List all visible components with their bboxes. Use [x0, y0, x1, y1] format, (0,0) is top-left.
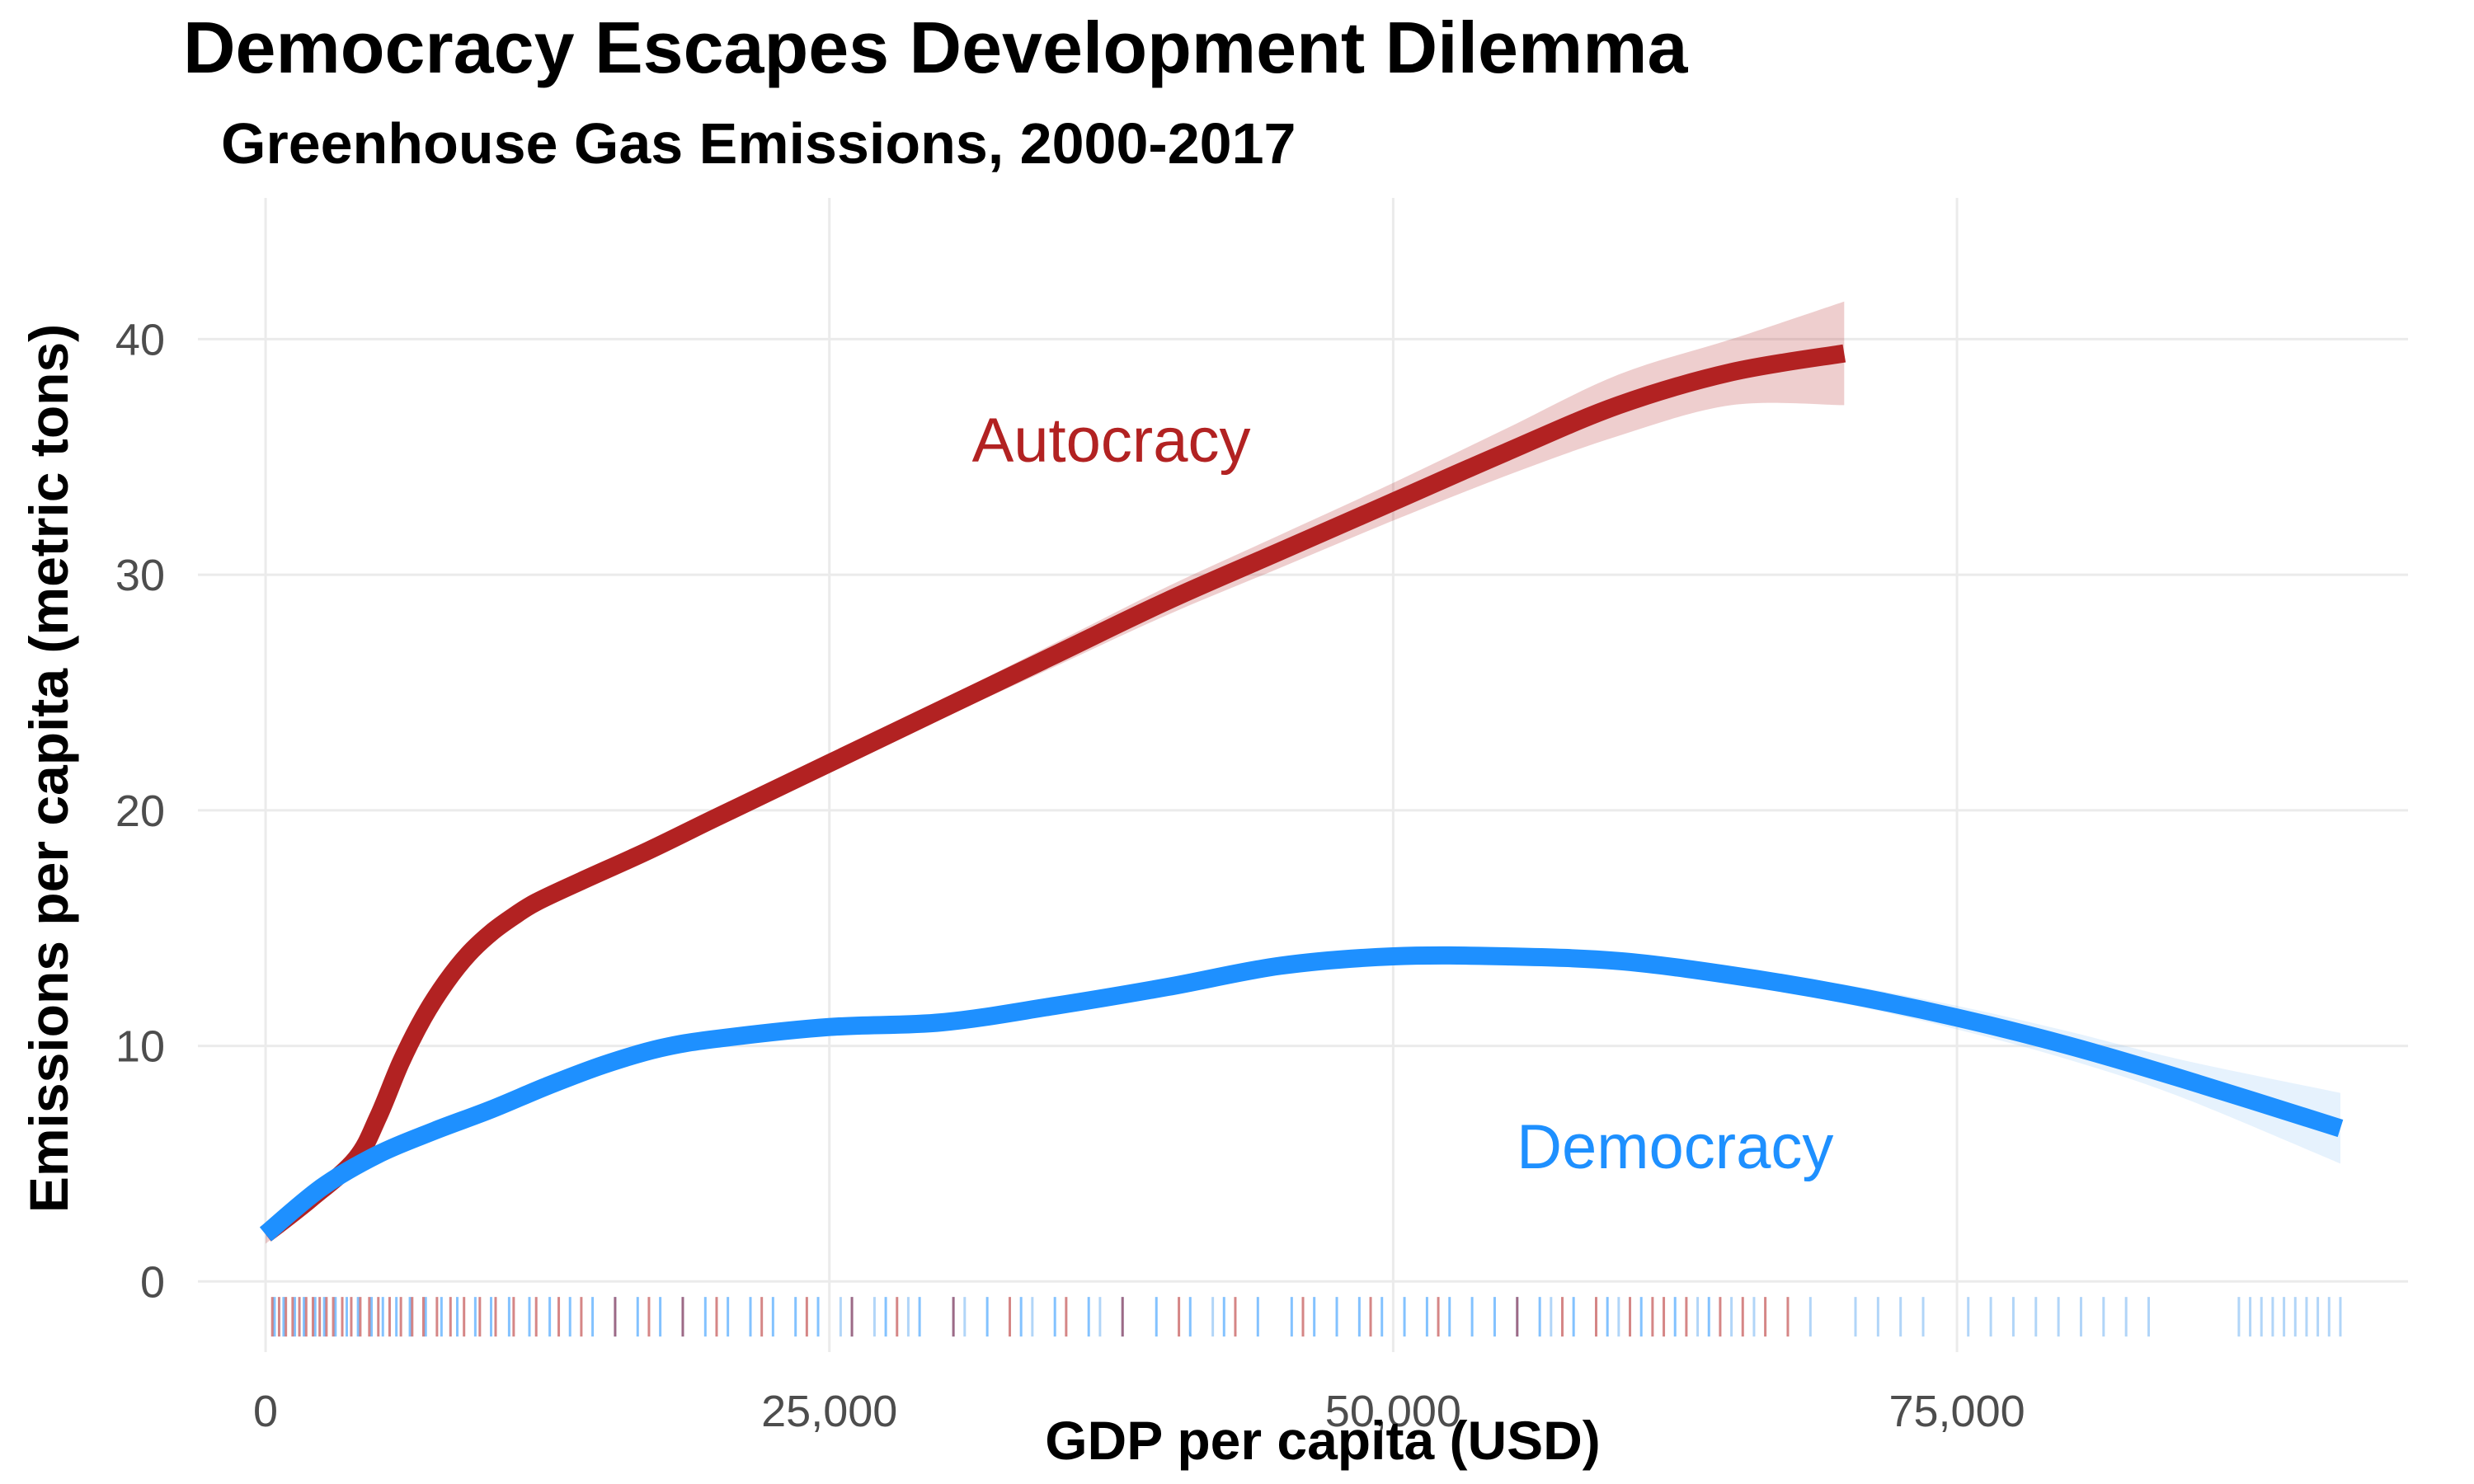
tick-labels: 0 25,000 50,000 75,000 0 10 20 30 40 [115, 315, 2025, 1436]
democracy-line [259, 946, 2344, 1242]
grid-lines [198, 198, 2408, 1352]
x-tick-label: 75,000 [1888, 1387, 2025, 1436]
democracy-label: Democracy [1517, 1112, 1833, 1182]
x-tick-label: 0 [253, 1387, 278, 1436]
democracy-confidence-band [266, 951, 2340, 1239]
x-tick-label: 50,000 [1325, 1387, 1461, 1436]
y-tick-label: 40 [115, 315, 165, 364]
autocracy-confidence-band [266, 301, 1845, 1244]
rug-marks [270, 1297, 2342, 1337]
y-tick-label: 0 [140, 1257, 165, 1307]
y-axis-title: Emissions per capita (metric tons) [18, 324, 79, 1213]
y-tick-label: 10 [115, 1022, 165, 1072]
y-tick-label: 20 [115, 787, 165, 836]
series-lines [259, 344, 2344, 1242]
x-axis-title: GDP per capita (USD) [1045, 1410, 1601, 1471]
y-tick-label: 30 [115, 551, 165, 600]
confidence-bands [266, 301, 2340, 1244]
autocracy-line [260, 344, 1846, 1242]
x-tick-label: 25,000 [761, 1387, 897, 1436]
chart-subtitle: Greenhouse Gas Emissions, 2000-2017 [221, 111, 1296, 176]
chart-title: Democracy Escapes Development Dilemma [183, 7, 1688, 88]
series-annotations: Autocracy Democracy [972, 406, 1834, 1182]
autocracy-label: Autocracy [972, 406, 1251, 476]
